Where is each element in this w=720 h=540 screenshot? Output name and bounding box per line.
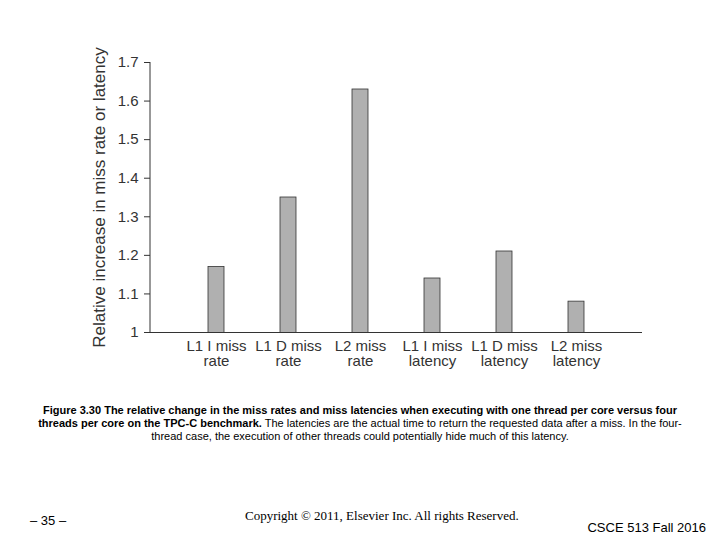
svg-text:L2 misslatency: L2 misslatency <box>551 337 603 369</box>
svg-text:1.1: 1.1 <box>118 285 139 302</box>
svg-text:1.4: 1.4 <box>118 169 139 186</box>
svg-text:1.2: 1.2 <box>118 246 139 263</box>
html-text:CSCE 513 Fall 2016: CSCE 513 Fall 2016 <box>587 520 706 535</box>
html-text:– 35 –: – 35 – <box>30 513 67 528</box>
svg-text:L1 I misslatency: L1 I misslatency <box>402 337 462 369</box>
html-text:Figure 3.30 The relative chang: Figure 3.30 The relative change in the m… <box>38 404 682 442</box>
svg-text:L1 D misslatency: L1 D misslatency <box>471 337 538 369</box>
svg-text:1.5: 1.5 <box>118 130 139 147</box>
svg-text:L1 I missrate: L1 I missrate <box>186 337 246 369</box>
html-text:Copyright © 2011, Elsevier Inc: Copyright © 2011, Elsevier Inc. All righ… <box>245 508 519 523</box>
svg-text:1.6: 1.6 <box>118 92 139 109</box>
svg-text:1.3: 1.3 <box>118 208 139 225</box>
svg-text:L2 missrate: L2 missrate <box>335 337 387 369</box>
svg-text:Relative increase in miss rate: Relative increase in miss rate or latenc… <box>90 47 109 348</box>
svg-text:1.7: 1.7 <box>118 53 139 70</box>
svg-text:L1 D missrate: L1 D missrate <box>255 337 322 369</box>
svg-text:1: 1 <box>130 323 138 340</box>
